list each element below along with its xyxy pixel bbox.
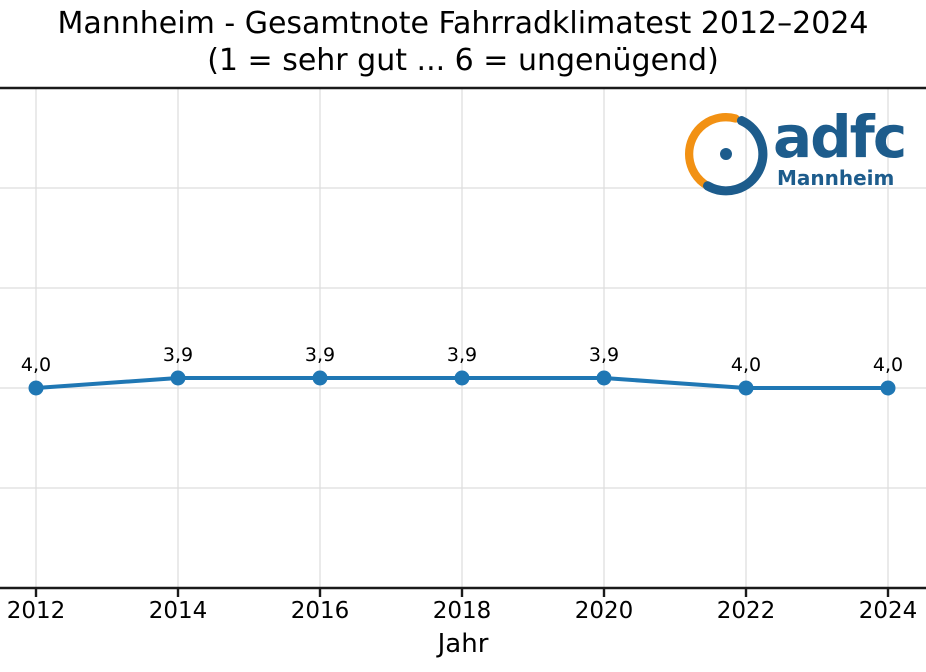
adfc-wordmark: adfc xyxy=(773,103,907,171)
x-tick-label: 2020 xyxy=(574,598,634,624)
point-value-label: 3,9 xyxy=(588,344,620,366)
x-tick-label: 2018 xyxy=(432,598,492,624)
data-point xyxy=(738,380,754,396)
point-value-label: 3,9 xyxy=(304,344,336,366)
point-value-label: 3,9 xyxy=(446,344,478,366)
data-point xyxy=(28,380,44,396)
x-axis-label: Jahr xyxy=(437,629,489,659)
x-tick-label: 2022 xyxy=(716,598,776,624)
point-value-label: 4,0 xyxy=(872,354,904,376)
data-point xyxy=(880,380,896,396)
point-value-label: 3,9 xyxy=(162,344,194,366)
data-point xyxy=(170,370,186,386)
adfc-city-label: Mannheim xyxy=(777,166,895,190)
data-point xyxy=(454,370,470,386)
chart-subtitle: (1 = sehr gut ... 6 = ungenügend) xyxy=(207,43,719,78)
point-value-label: 4,0 xyxy=(20,354,52,376)
x-tick-label: 2024 xyxy=(858,598,918,624)
chart-title: Mannheim - Gesamtnote Fahrradklimatest 2… xyxy=(57,6,869,41)
x-tick-label: 2012 xyxy=(6,598,66,624)
data-point xyxy=(312,370,328,386)
x-tick-label: 2016 xyxy=(290,598,350,624)
adfc-wheel-icon xyxy=(685,113,768,196)
wheel-hub-dot xyxy=(720,148,732,160)
x-tick-label: 2014 xyxy=(148,598,208,624)
adfc-logo: adfc Mannheim xyxy=(676,104,926,204)
point-value-label: 4,0 xyxy=(730,354,762,376)
data-point xyxy=(596,370,612,386)
